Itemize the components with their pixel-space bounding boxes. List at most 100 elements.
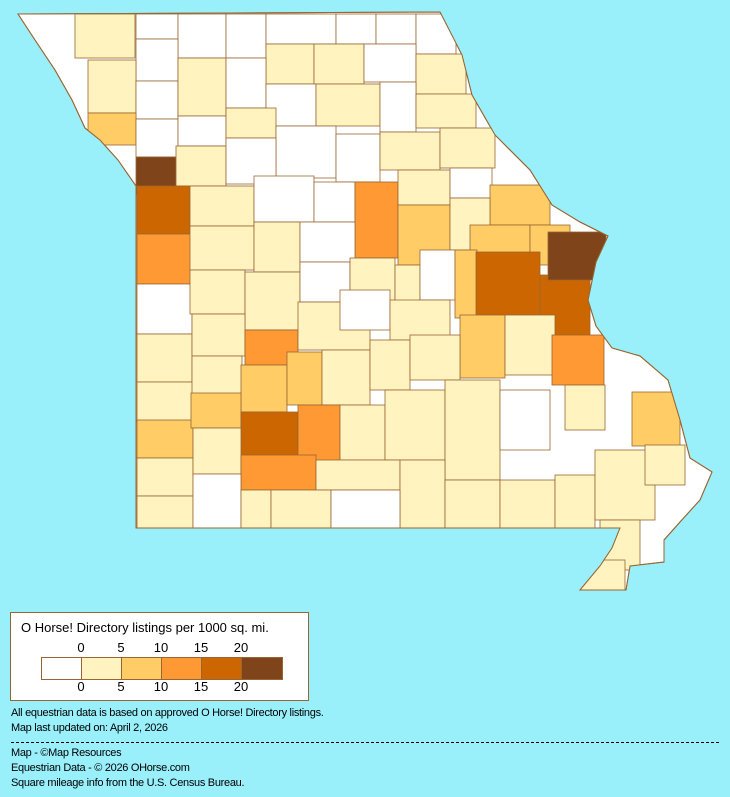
county[interactable] [315,83,381,127]
legend-tick-label: 5 [117,640,125,655]
county[interactable] [379,131,441,171]
county[interactable] [454,249,478,319]
county[interactable] [379,81,417,133]
county[interactable] [389,299,451,341]
county[interactable] [499,479,556,529]
county[interactable] [136,333,193,383]
county[interactable] [265,13,337,45]
county[interactable] [321,349,371,406]
legend: O Horse! Directory listings per 1000 sq.… [10,612,309,701]
county[interactable] [547,231,607,281]
legend-swatch [202,658,242,679]
county[interactable] [579,559,626,590]
legend-tick-label: 15 [193,640,209,655]
census-credit: Square mileage info from the U.S. Census… [11,777,245,789]
last-updated: Map last updated on: April 2, 2026 [11,722,168,734]
county[interactable] [189,269,246,315]
county[interactable] [397,169,451,206]
county[interactable] [631,391,681,447]
county[interactable] [190,392,242,429]
county[interactable] [225,57,267,109]
county[interactable] [286,351,323,406]
county[interactable] [135,118,179,158]
county[interactable] [136,381,194,423]
county[interactable] [444,479,501,529]
county[interactable] [564,384,606,431]
county[interactable] [409,334,461,381]
county[interactable] [136,185,191,235]
county[interactable] [189,225,255,271]
county[interactable] [240,411,299,456]
county[interactable] [459,314,506,379]
county[interactable] [177,13,227,59]
county[interactable] [189,185,255,227]
county[interactable] [415,13,457,55]
county[interactable] [415,53,467,95]
county[interactable] [315,459,401,491]
county[interactable] [240,454,317,491]
county[interactable] [299,221,356,263]
county[interactable] [87,59,137,114]
county[interactable] [384,389,446,461]
county[interactable] [136,495,194,529]
county[interactable] [330,489,401,529]
county[interactable] [415,93,477,129]
county[interactable] [191,355,243,395]
county[interactable] [192,473,242,529]
county[interactable] [225,13,267,59]
county[interactable] [313,181,356,223]
county[interactable] [240,364,288,413]
county[interactable] [74,13,136,59]
county[interactable] [136,233,193,285]
county[interactable] [135,80,179,120]
county[interactable] [253,221,301,273]
county[interactable] [270,489,332,529]
county[interactable] [177,57,227,117]
county[interactable] [192,427,242,475]
legend-swatch [42,658,82,679]
county[interactable] [394,264,421,306]
county[interactable] [135,38,179,82]
legend-tick-label: 15 [193,679,209,694]
county[interactable] [419,249,456,301]
county[interactable] [499,389,551,451]
county[interactable] [375,13,417,45]
county[interactable] [363,43,417,83]
county[interactable] [489,184,551,226]
county[interactable] [135,13,179,40]
county[interactable] [136,419,194,459]
county[interactable] [136,283,193,335]
county[interactable] [335,133,381,183]
county[interactable] [339,289,391,331]
county[interactable] [444,379,501,481]
county[interactable] [297,404,341,463]
county[interactable] [354,181,399,259]
county[interactable] [265,43,315,85]
county[interactable] [449,167,493,199]
county[interactable] [177,115,227,147]
county[interactable] [439,127,496,169]
data-note: All equestrian data is based on approved… [11,707,324,719]
county[interactable] [253,175,315,223]
county[interactable] [504,314,556,376]
county[interactable] [313,43,365,85]
legend-tick-label: 0 [77,640,85,655]
county[interactable] [554,474,596,529]
county[interactable] [275,125,337,179]
county[interactable] [339,404,386,461]
county[interactable] [551,334,605,386]
county[interactable] [335,13,377,45]
county[interactable] [644,444,686,486]
county[interactable] [399,459,446,529]
county[interactable] [244,271,301,331]
county[interactable] [225,107,277,139]
county[interactable] [369,339,411,391]
county[interactable] [240,489,272,529]
county[interactable] [175,145,227,187]
county[interactable] [475,251,541,316]
map-credit: Map - ©Map Resources [11,747,122,759]
county[interactable] [191,313,246,357]
divider [11,742,719,743]
county[interactable] [136,457,194,497]
county[interactable] [87,112,137,146]
